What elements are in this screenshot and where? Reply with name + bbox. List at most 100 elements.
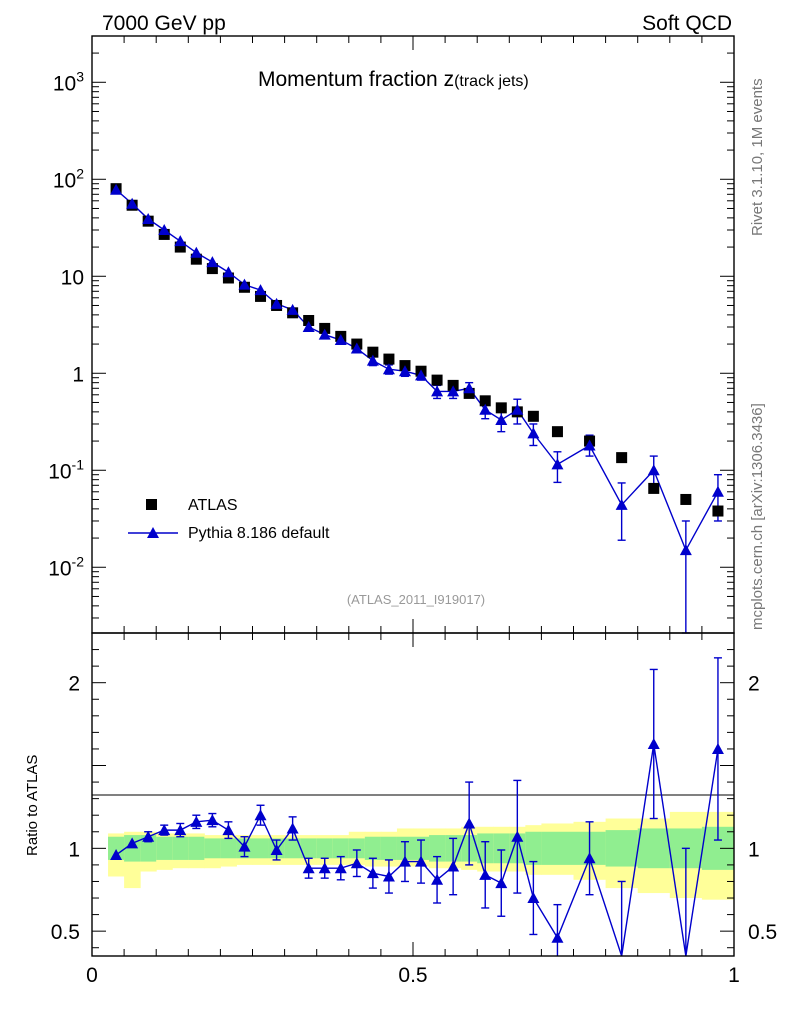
- ratio-y-tick-label-left: 0.5: [51, 921, 80, 944]
- mc-point: [126, 197, 139, 209]
- band-inner: [364, 836, 382, 860]
- mc-point: [447, 385, 460, 397]
- ratio-point: [711, 742, 724, 754]
- band-inner: [380, 836, 398, 860]
- band-inner: [220, 838, 237, 859]
- band-inner: [300, 838, 318, 859]
- y-tick-label-exponent: 3: [76, 68, 84, 84]
- mc-point: [382, 363, 395, 375]
- band-inner: [493, 833, 510, 864]
- chart-title-sub: (track jets): [454, 73, 529, 90]
- ratio-point: [647, 737, 660, 749]
- atlas-point: [206, 263, 218, 275]
- y-tick-label-base: 10: [48, 460, 71, 483]
- band-inner: [172, 836, 189, 860]
- mc-point: [431, 385, 444, 397]
- x-tick-label: 1: [728, 964, 740, 987]
- y-tick-label-base: 10: [53, 72, 76, 95]
- ratio-point: [583, 852, 596, 864]
- y-tick-label: 10: [61, 266, 84, 289]
- legend-atlas-label: ATLAS: [188, 497, 238, 514]
- process-label: Soft QCD: [642, 12, 732, 35]
- ratio-point: [142, 830, 155, 842]
- main-x-ticks: [91, 36, 735, 633]
- band-inner: [332, 838, 350, 859]
- ratio-point: [431, 873, 444, 885]
- atlas-point: [319, 322, 331, 334]
- y-tick-label: 102: [53, 165, 84, 192]
- y-tick-label-exponent: -1: [72, 456, 85, 472]
- ratio-y-tick-label-right: 1: [748, 838, 760, 861]
- ratio-x-axis: 0 0.5 1: [86, 633, 740, 987]
- mcplots-ref-label: mcplots.cern.ch [arXiv:1306.3436]: [749, 403, 766, 630]
- atlas-point: [712, 505, 724, 517]
- atlas-point: [447, 379, 459, 391]
- ratio-point: [126, 837, 139, 849]
- ratio-point: [174, 824, 187, 836]
- band-inner: [188, 836, 205, 860]
- x-tick-label: 0.5: [398, 964, 427, 987]
- band-inner: [284, 838, 302, 859]
- atlas-point: [222, 272, 234, 284]
- mc-point: [583, 439, 596, 451]
- y-tick-label: 10-2: [48, 553, 84, 580]
- main-panel-data: [110, 183, 724, 634]
- atlas-point: [190, 253, 202, 265]
- ratio-point: [302, 862, 315, 874]
- band-inner: [108, 836, 125, 860]
- rivet-label: Rivet 3.1.10, 1M events: [749, 78, 766, 236]
- mc-point: [527, 427, 540, 439]
- y-tick-label-base: 10: [53, 169, 76, 192]
- ratio-point: [222, 824, 235, 836]
- atlas-point: [479, 395, 491, 407]
- atlas-point: [367, 346, 379, 358]
- band-inner: [156, 836, 173, 860]
- mc-point: [615, 498, 628, 510]
- analysis-label: (ATLAS_2011_I919017): [347, 592, 485, 607]
- y-tick-label-base: 10: [48, 557, 71, 580]
- mc-point: [495, 413, 508, 425]
- mc-point: [270, 297, 283, 309]
- y-tick-label: 103: [53, 68, 84, 95]
- mc-point: [334, 334, 347, 346]
- ratio-point: [415, 855, 428, 867]
- atlas-point: [255, 290, 267, 302]
- ratio-y-tick-label-right: 0.5: [748, 921, 777, 944]
- atlas-point: [383, 353, 395, 365]
- ratio-point: [318, 862, 331, 874]
- atlas-point: [174, 241, 186, 253]
- band-inner: [316, 838, 334, 859]
- ratio-point: [110, 848, 123, 860]
- mc-point: [679, 544, 692, 556]
- atlas-point: [680, 493, 692, 505]
- band-inner: [252, 838, 270, 859]
- ratio-point: [158, 824, 171, 836]
- mc-point: [238, 278, 251, 290]
- ratio-y-tick-label-right: 2: [748, 673, 760, 696]
- band-inner: [348, 838, 366, 859]
- main-panel-frame: [91, 35, 735, 634]
- atlas-point: [616, 452, 628, 464]
- band-inner: [429, 835, 446, 862]
- mc-point: [350, 342, 363, 354]
- mc-point: [318, 328, 331, 340]
- ratio-point: [527, 892, 540, 904]
- ratio-point: [270, 843, 283, 855]
- mc-point: [302, 320, 315, 332]
- atlas-point: [303, 314, 315, 326]
- atlas-point: [463, 387, 475, 399]
- mc-point: [190, 246, 203, 258]
- mc-point: [206, 256, 219, 268]
- ratio-y-axis: 0.5 0.5 1 1 2 2: [51, 649, 777, 949]
- ratio-point: [511, 830, 524, 842]
- legend-mc-marker: [147, 527, 159, 538]
- ratio-point: [479, 868, 492, 880]
- ratio-point: [238, 840, 251, 852]
- ratio-point: [286, 822, 299, 834]
- band-inner: [637, 828, 671, 869]
- mc-point: [415, 369, 428, 381]
- ratio-point: [190, 815, 203, 827]
- ratio-point: [463, 817, 476, 829]
- mc-point: [463, 382, 476, 394]
